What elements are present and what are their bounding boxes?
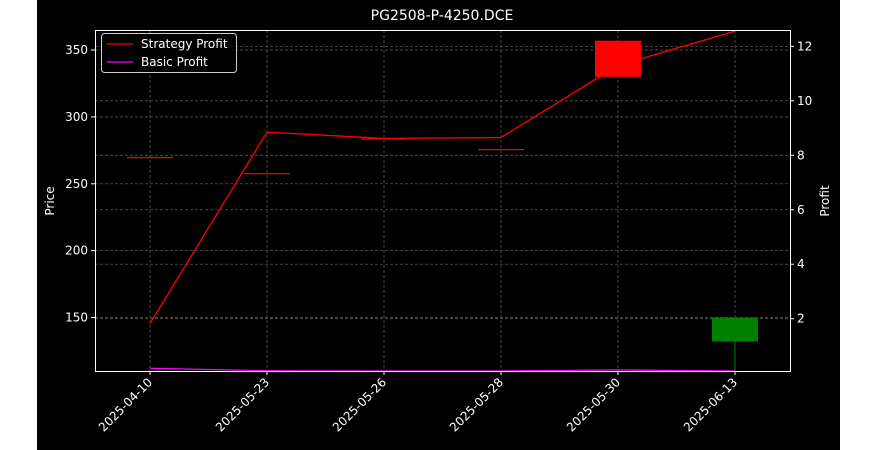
y2-axis-label: Profit bbox=[818, 185, 832, 217]
legend-box bbox=[101, 33, 237, 73]
candle-body bbox=[127, 157, 173, 159]
chart-title: PG2508-P-4250.DCE bbox=[371, 8, 514, 24]
y2-tick-label: 2 bbox=[797, 312, 805, 326]
x-tick-label: 2025-05-30 bbox=[564, 375, 623, 434]
x-tick-label: 2025-04-10 bbox=[96, 375, 155, 434]
y-axis-label: Price bbox=[43, 186, 57, 215]
x-tick-label: 2025-06-13 bbox=[681, 375, 740, 434]
grid bbox=[95, 30, 790, 371]
y-axis-right: 2 4 6 8 10 12 bbox=[790, 39, 812, 326]
y2-tick-label: 4 bbox=[797, 257, 805, 271]
y-axis-left: 150 200 250 300 350 bbox=[65, 43, 95, 325]
y-tick-label: 350 bbox=[65, 43, 88, 57]
legend-label-strategy: Strategy Profit bbox=[141, 37, 228, 51]
y2-tick-label: 6 bbox=[797, 203, 805, 217]
y-tick-label: 200 bbox=[65, 244, 88, 258]
x-tick-label: 2025-05-28 bbox=[447, 375, 506, 434]
strategy-profit-line bbox=[149, 30, 736, 324]
y-tick-label: 250 bbox=[65, 177, 88, 191]
x-tick-label: 2025-05-26 bbox=[330, 375, 389, 434]
profit-lines bbox=[149, 30, 736, 372]
chart-figure: PG2508-P-4250.DCE 150 200 250 300 350 2 4 6 8 10… bbox=[37, 0, 840, 450]
y2-tick-label: 8 bbox=[797, 148, 805, 162]
candle-body bbox=[244, 173, 290, 175]
y-tick-label: 150 bbox=[65, 311, 88, 325]
candles bbox=[127, 40, 758, 371]
x-tick-label: 2025-05-23 bbox=[213, 375, 272, 434]
plot-area-frame bbox=[95, 30, 791, 372]
y-tick-label: 300 bbox=[65, 110, 88, 124]
chart-svg: PG2508-P-4250.DCE 150 200 250 300 350 2 4 6 8 10… bbox=[43, 8, 832, 434]
legend-label-basic: Basic Profit bbox=[141, 55, 208, 69]
candle-body bbox=[595, 40, 641, 77]
y2-tick-label: 12 bbox=[797, 39, 812, 53]
x-axis: 2025-04-10 2025-05-23 2025-05-26 2025-05-28… bbox=[96, 371, 740, 434]
candle-body bbox=[478, 149, 524, 151]
basic-profit-line bbox=[149, 367, 736, 372]
y2-tick-label: 10 bbox=[797, 94, 812, 108]
legend: Strategy Profit Basic Profit bbox=[101, 33, 237, 73]
candle-body bbox=[712, 317, 758, 342]
